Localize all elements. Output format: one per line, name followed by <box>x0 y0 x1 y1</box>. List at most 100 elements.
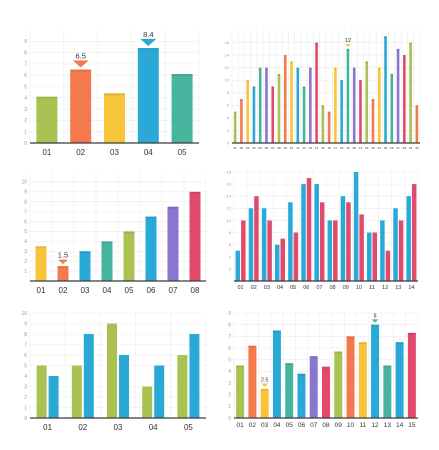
x-category-label: 04 <box>252 146 256 150</box>
bar-top-shade <box>236 365 245 368</box>
bar-top-shade <box>277 73 281 76</box>
y-tick-label: 9 <box>24 190 27 196</box>
y-tick-label: 2 <box>227 128 230 133</box>
x-category-label: 09 <box>335 422 343 429</box>
x-category-label: 09 <box>284 146 288 150</box>
x-category-label: 11 <box>296 146 299 150</box>
x-category-label: 05 <box>178 148 187 157</box>
bar-top-shade <box>233 111 237 114</box>
bar <box>123 231 135 281</box>
bar <box>36 96 58 143</box>
y-tick-label: 1 <box>24 269 27 275</box>
bar <box>353 172 359 281</box>
bar <box>277 73 281 143</box>
bar <box>288 202 293 281</box>
y-tick-label: 6 <box>24 73 27 79</box>
bar-top-shade <box>104 93 125 96</box>
bar-top-shade <box>340 80 343 83</box>
callout-value-label: 2.5 <box>261 378 269 384</box>
x-category-label: 12 <box>382 285 388 291</box>
bar <box>265 67 268 143</box>
bar <box>254 196 259 281</box>
y-tick-label: 6 <box>227 103 230 108</box>
y-tick-label: 8 <box>24 50 27 56</box>
x-category-label: 22 <box>365 146 369 150</box>
bar <box>367 232 372 281</box>
y-tick-label: 3 <box>24 107 27 113</box>
bar-top-shade <box>409 42 412 45</box>
bar <box>246 80 249 143</box>
x-category-label: 03 <box>261 422 269 429</box>
x-category-label: 15 <box>321 146 325 150</box>
y-tick-label: 5 <box>24 84 27 90</box>
bar <box>301 184 306 281</box>
bar-top-shade <box>272 330 281 333</box>
y-tick-label: 1 <box>24 405 27 411</box>
bar-top-shade <box>334 67 337 70</box>
callout-arrow-icon <box>261 383 269 387</box>
bar <box>142 386 153 418</box>
bar-top-shade <box>290 61 293 64</box>
bar-top-shade <box>365 61 369 64</box>
x-category-label: 10 <box>356 285 362 291</box>
x-category-label: 17 <box>334 146 338 150</box>
y-tick-label: 4 <box>227 115 230 120</box>
x-category-label: 08 <box>330 285 336 291</box>
bar <box>79 251 91 281</box>
bar <box>119 355 129 418</box>
bar <box>309 356 318 418</box>
y-tick-label: 14 <box>227 194 232 199</box>
bar-top-shade <box>240 99 243 102</box>
bar <box>333 220 338 281</box>
y-tick-label: 4 <box>24 239 27 245</box>
y-tick-label: 0 <box>228 416 231 422</box>
y-tick-label: 0 <box>227 140 230 145</box>
callout-arrow-icon <box>72 60 89 68</box>
x-category-label: 02 <box>249 422 257 429</box>
x-category-label: 18 <box>340 146 344 150</box>
bar-top-shade <box>167 206 179 209</box>
x-category-label: 30 <box>415 146 419 150</box>
bar <box>352 67 356 143</box>
bar-top-shade <box>407 332 416 335</box>
bar <box>36 365 47 418</box>
x-category-label: 06 <box>303 285 309 291</box>
y-tick-label: 4 <box>24 96 27 102</box>
bar-top-shade <box>396 48 400 51</box>
x-category-label: 04 <box>277 285 283 291</box>
bar <box>285 363 294 418</box>
bar-top-shade <box>171 74 193 77</box>
x-category-label: 21 <box>359 146 363 150</box>
callout-value-label: 12 <box>345 38 351 44</box>
x-category-label: 03 <box>110 148 119 157</box>
bar <box>346 202 351 281</box>
bar-top-shade <box>260 388 269 391</box>
y-tick-label: 2 <box>24 118 27 124</box>
x-category-label: 24 <box>378 146 382 150</box>
bar-top-shade <box>358 342 367 345</box>
bar-top-shade <box>123 231 135 234</box>
x-category-label: 11 <box>369 285 375 291</box>
bar <box>280 238 285 281</box>
y-tick-label: 2 <box>24 259 27 265</box>
x-category-label: 29 <box>409 146 413 150</box>
bar <box>283 55 287 143</box>
y-tick-label: 10 <box>225 78 230 83</box>
bar <box>415 105 419 143</box>
y-tick-label: 18 <box>227 169 232 174</box>
bar-top-shade <box>346 48 350 51</box>
x-category-label: 20 <box>353 146 357 150</box>
x-category-label: 08 <box>191 286 200 295</box>
x-category-label: 12 <box>302 146 306 150</box>
bar <box>365 61 369 144</box>
bar-top-shade <box>70 69 92 72</box>
bar <box>396 48 400 144</box>
bar-top-shade <box>315 42 318 45</box>
y-tick-label: 16 <box>227 182 232 187</box>
x-category-label: 07 <box>271 146 275 150</box>
x-category-label: 05 <box>125 286 134 295</box>
bar-top-shade <box>321 105 325 108</box>
chart-panel-4: 2 4 6 8 10 12 14 16 18 01 02 03 04 05 06 07 08 09 10 11 12 13… <box>227 169 419 291</box>
x-category-label: 27 <box>396 146 400 150</box>
y-tick-label: 7 <box>24 342 27 348</box>
